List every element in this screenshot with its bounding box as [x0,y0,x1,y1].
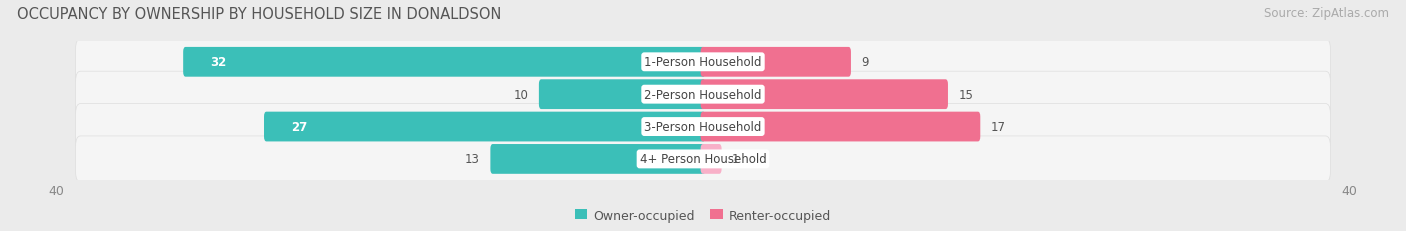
FancyBboxPatch shape [76,72,1330,118]
FancyBboxPatch shape [491,144,706,174]
Text: 15: 15 [959,88,973,101]
FancyBboxPatch shape [264,112,706,142]
Text: 2-Person Household: 2-Person Household [644,88,762,101]
Text: 9: 9 [862,56,869,69]
Text: OCCUPANCY BY OWNERSHIP BY HOUSEHOLD SIZE IN DONALDSON: OCCUPANCY BY OWNERSHIP BY HOUSEHOLD SIZE… [17,7,502,22]
Text: 4+ Person Household: 4+ Person Household [640,153,766,166]
FancyBboxPatch shape [700,144,721,174]
FancyBboxPatch shape [538,80,706,109]
FancyBboxPatch shape [76,104,1330,150]
FancyBboxPatch shape [183,48,706,77]
Text: 1-Person Household: 1-Person Household [644,56,762,69]
Text: 10: 10 [513,88,529,101]
Text: 3-Person Household: 3-Person Household [644,121,762,134]
FancyBboxPatch shape [700,112,980,142]
Text: 13: 13 [465,153,479,166]
Text: 17: 17 [991,121,1005,134]
Text: 27: 27 [291,121,307,134]
Legend: Owner-occupied, Renter-occupied: Owner-occupied, Renter-occupied [569,204,837,227]
Text: Source: ZipAtlas.com: Source: ZipAtlas.com [1264,7,1389,20]
FancyBboxPatch shape [700,80,948,109]
Text: 1: 1 [733,153,740,166]
FancyBboxPatch shape [76,40,1330,85]
FancyBboxPatch shape [700,48,851,77]
FancyBboxPatch shape [76,136,1330,182]
Text: 32: 32 [209,56,226,69]
